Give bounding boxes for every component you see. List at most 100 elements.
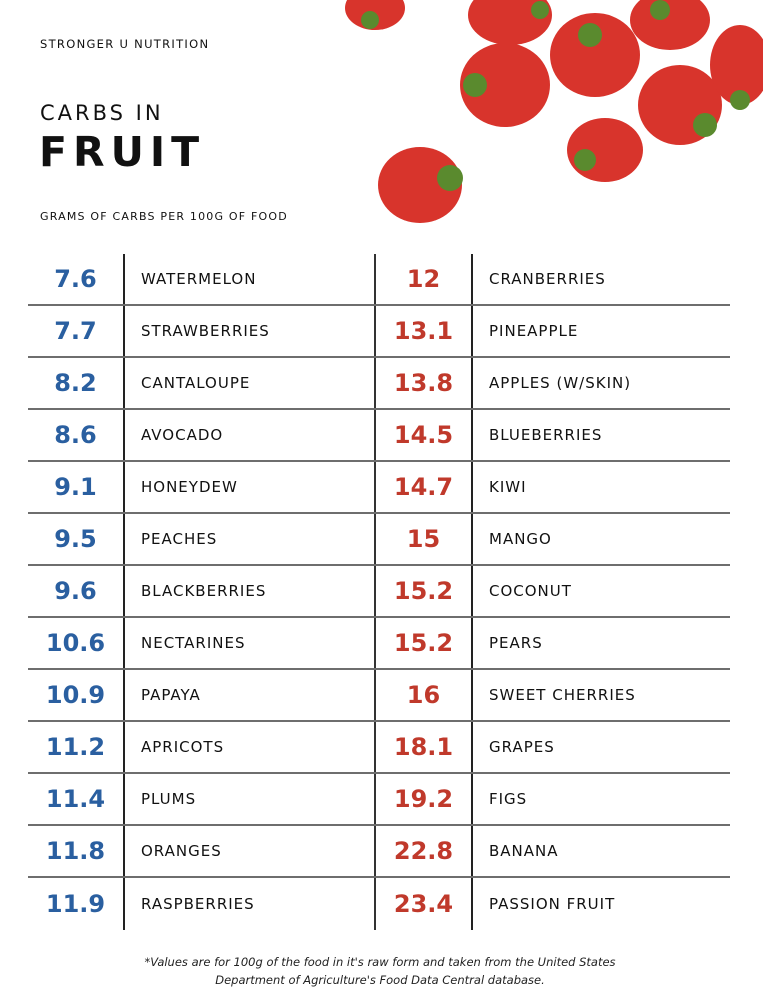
table-row: 11.9 RASPBERRIES 23.4 PASSION FRUIT — [28, 878, 730, 930]
left-entry: 11.9 RASPBERRIES — [28, 878, 376, 930]
fruit-name: ORANGES — [141, 842, 222, 860]
carb-value: 14.7 — [376, 462, 473, 512]
carb-value: 7.6 — [28, 254, 125, 304]
fruit-name: BLACKBERRIES — [141, 582, 267, 600]
carb-value: 15 — [376, 514, 473, 564]
table-row: 10.6 NECTARINES 15.2 PEARS — [28, 618, 730, 670]
table-row: 7.6 WATERMELON 12 CRANBERRIES — [28, 254, 730, 306]
fruit-name: PASSION FRUIT — [489, 895, 616, 913]
footnote-line-1: *Values are for 100g of the food in it's… — [144, 955, 616, 969]
right-entry: 22.8 BANANA — [376, 826, 730, 876]
carb-value: 11.9 — [28, 878, 125, 930]
fruit-name: MANGO — [489, 530, 552, 548]
right-entry: 15 MANGO — [376, 514, 730, 564]
right-entry: 14.7 KIWI — [376, 462, 730, 512]
fruit-name: NECTARINES — [141, 634, 246, 652]
table-row: 7.7 STRAWBERRIES 13.1 PINEAPPLE — [28, 306, 730, 358]
left-entry: 7.7 STRAWBERRIES — [28, 306, 376, 356]
carb-value: 18.1 — [376, 722, 473, 772]
fruit-name: CRANBERRIES — [489, 270, 606, 288]
left-entry: 11.8 ORANGES — [28, 826, 376, 876]
table-row: 11.8 ORANGES 22.8 BANANA — [28, 826, 730, 878]
right-entry: 16 SWEET CHERRIES — [376, 670, 730, 720]
fruit-name: KIWI — [489, 478, 527, 496]
left-entry: 7.6 WATERMELON — [28, 254, 376, 304]
right-entry: 18.1 GRAPES — [376, 722, 730, 772]
table-row: 8.2 CANTALOUPE 13.8 APPLES (W/SKIN) — [28, 358, 730, 410]
carb-value: 13.8 — [376, 358, 473, 408]
table-row: 9.5 PEACHES 15 MANGO — [28, 514, 730, 566]
carb-value: 10.9 — [28, 670, 125, 720]
carb-value: 16 — [376, 670, 473, 720]
fruit-name: APRICOTS — [141, 738, 225, 756]
footnote-line-2: Department of Agriculture's Food Data Ce… — [215, 973, 545, 987]
carb-value: 9.6 — [28, 566, 125, 616]
left-entry: 11.4 PLUMS — [28, 774, 376, 824]
carb-value: 22.8 — [376, 826, 473, 876]
carb-value: 23.4 — [376, 878, 473, 930]
table-row: 11.4 PLUMS 19.2 FIGS — [28, 774, 730, 826]
fruit-name: APPLES (W/SKIN) — [489, 374, 632, 392]
right-entry: 14.5 BLUEBERRIES — [376, 410, 730, 460]
fruit-name: WATERMELON — [141, 270, 257, 288]
carb-value: 8.2 — [28, 358, 125, 408]
right-entry: 23.4 PASSION FRUIT — [376, 878, 730, 930]
fruit-name: AVOCADO — [141, 426, 224, 444]
right-entry: 19.2 FIGS — [376, 774, 730, 824]
fruit-name: SWEET CHERRIES — [489, 686, 636, 704]
carb-value: 11.4 — [28, 774, 125, 824]
fruit-name: STRAWBERRIES — [141, 322, 270, 340]
carb-value: 8.6 — [28, 410, 125, 460]
left-entry: 8.6 AVOCADO — [28, 410, 376, 460]
title-line-2: FRUIT — [39, 128, 206, 176]
carb-value: 12 — [376, 254, 473, 304]
carb-value: 15.2 — [376, 566, 473, 616]
brand-name: STRONGER U NUTRITION — [40, 37, 210, 51]
fruit-name: CANTALOUPE — [141, 374, 251, 392]
right-entry: 15.2 PEARS — [376, 618, 730, 668]
fruit-name: COCONUT — [489, 582, 572, 600]
carb-value: 15.2 — [376, 618, 473, 668]
fruit-name: PEARS — [489, 634, 543, 652]
carb-value: 7.7 — [28, 306, 125, 356]
carb-value: 11.8 — [28, 826, 125, 876]
carb-value: 19.2 — [376, 774, 473, 824]
table-row: 9.1 HONEYDEW 14.7 KIWI — [28, 462, 730, 514]
fruit-name: PAPAYA — [141, 686, 201, 704]
subtitle: GRAMS OF CARBS PER 100G OF FOOD — [40, 210, 288, 223]
strawberries-image — [345, 0, 763, 223]
left-entry: 11.2 APRICOTS — [28, 722, 376, 772]
right-entry: 12 CRANBERRIES — [376, 254, 730, 304]
left-entry: 9.1 HONEYDEW — [28, 462, 376, 512]
carb-value: 13.1 — [376, 306, 473, 356]
carb-value: 9.1 — [28, 462, 125, 512]
fruit-name: PLUMS — [141, 790, 197, 808]
title-line-1: CARBS IN — [40, 101, 164, 125]
left-entry: 9.5 PEACHES — [28, 514, 376, 564]
footnote: *Values are for 100g of the food in it's… — [130, 953, 630, 989]
carb-value: 14.5 — [376, 410, 473, 460]
right-entry: 13.1 PINEAPPLE — [376, 306, 730, 356]
fruit-name: FIGS — [489, 790, 528, 808]
fruit-name: PEACHES — [141, 530, 218, 548]
left-entry: 8.2 CANTALOUPE — [28, 358, 376, 408]
left-entry: 10.6 NECTARINES — [28, 618, 376, 668]
carbs-table: 7.6 WATERMELON 12 CRANBERRIES 7.7 STRAWBERRIE… — [28, 254, 730, 930]
table-row: 9.6 BLACKBERRIES 15.2 COCONUT — [28, 566, 730, 618]
right-entry: 13.8 APPLES (W/SKIN) — [376, 358, 730, 408]
table-row: 10.9 PAPAYA 16 SWEET CHERRIES — [28, 670, 730, 722]
left-entry: 10.9 PAPAYA — [28, 670, 376, 720]
fruit-name: RASPBERRIES — [141, 895, 255, 913]
fruit-name: GRAPES — [489, 738, 555, 756]
fruit-name: BANANA — [489, 842, 559, 860]
fruit-name: BLUEBERRIES — [489, 426, 603, 444]
table-row: 8.6 AVOCADO 14.5 BLUEBERRIES — [28, 410, 730, 462]
carb-value: 11.2 — [28, 722, 125, 772]
carb-value: 9.5 — [28, 514, 125, 564]
right-entry: 15.2 COCONUT — [376, 566, 730, 616]
table-row: 11.2 APRICOTS 18.1 GRAPES — [28, 722, 730, 774]
fruit-name: HONEYDEW — [141, 478, 238, 496]
left-entry: 9.6 BLACKBERRIES — [28, 566, 376, 616]
carb-value: 10.6 — [28, 618, 125, 668]
fruit-name: PINEAPPLE — [489, 322, 579, 340]
